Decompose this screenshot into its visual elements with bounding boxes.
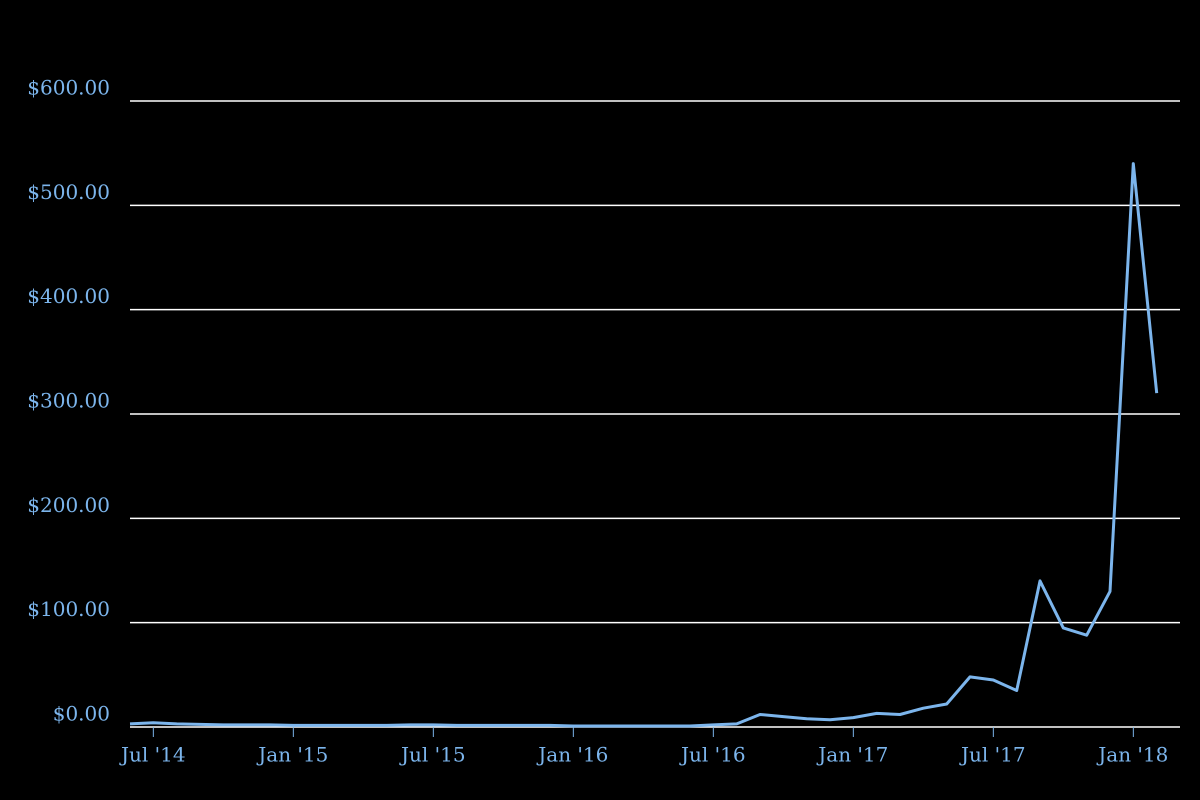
x-tick-label: Jan '18 [1096,743,1168,767]
x-tick-label: Jul '14 [119,743,186,767]
y-tick-label: $0.00 [53,702,110,726]
x-tick-label: Jan '15 [256,743,328,767]
y-tick-label: $500.00 [27,180,110,204]
price-line [129,162,1159,728]
x-tick-label: Jan '17 [816,743,888,767]
y-tick-label: $300.00 [27,389,110,413]
y-tick-label: $400.00 [27,284,110,308]
y-tick-label: $600.00 [27,76,110,100]
x-tick-label: Jan '16 [536,743,608,767]
x-tick-label: Jul '15 [399,743,466,767]
x-tick-label: Jul '16 [679,743,746,767]
y-tick-label: $200.00 [27,493,110,517]
y-tick-label: $100.00 [27,597,110,621]
x-tick-label: Jul '17 [959,743,1026,767]
